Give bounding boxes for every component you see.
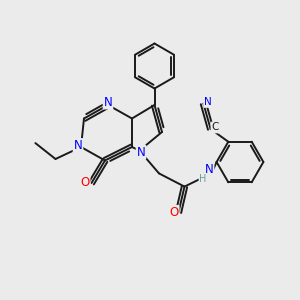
Text: N: N (204, 97, 212, 107)
Text: O: O (80, 176, 89, 190)
Text: N: N (103, 95, 112, 109)
Text: N: N (205, 163, 214, 176)
Text: H: H (200, 174, 207, 184)
Text: C: C (212, 122, 219, 133)
Text: O: O (169, 206, 178, 219)
Text: N: N (74, 139, 82, 152)
Text: N: N (136, 146, 146, 159)
